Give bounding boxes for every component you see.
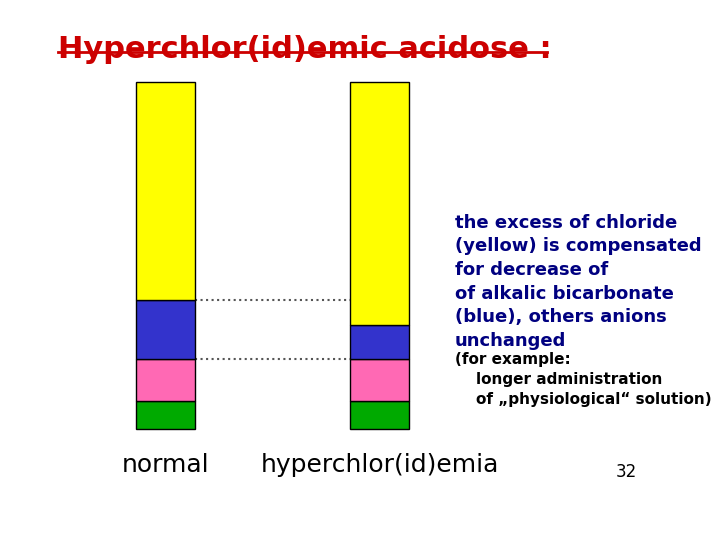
Bar [350, 325, 409, 359]
Text: (for example:
    longer administration
    of „physiological“ solution): (for example: longer administration of „… [455, 353, 711, 407]
Text: normal: normal [121, 453, 209, 477]
Bar [135, 359, 194, 401]
Bar [135, 300, 194, 359]
Text: 32: 32 [616, 463, 637, 481]
Bar [350, 82, 409, 325]
Text: hyperchlor(id)emia: hyperchlor(id)emia [261, 453, 499, 477]
Bar [135, 401, 194, 429]
Bar [135, 82, 194, 300]
Bar [350, 359, 409, 401]
Bar [350, 401, 409, 429]
Text: the excess of chloride
(yellow) is compensated
for decrease of
of alkalic bicarb: the excess of chloride (yellow) is compe… [455, 214, 701, 350]
Text: Hyperchlor(id)emic acidose :: Hyperchlor(id)emic acidose : [58, 35, 552, 64]
